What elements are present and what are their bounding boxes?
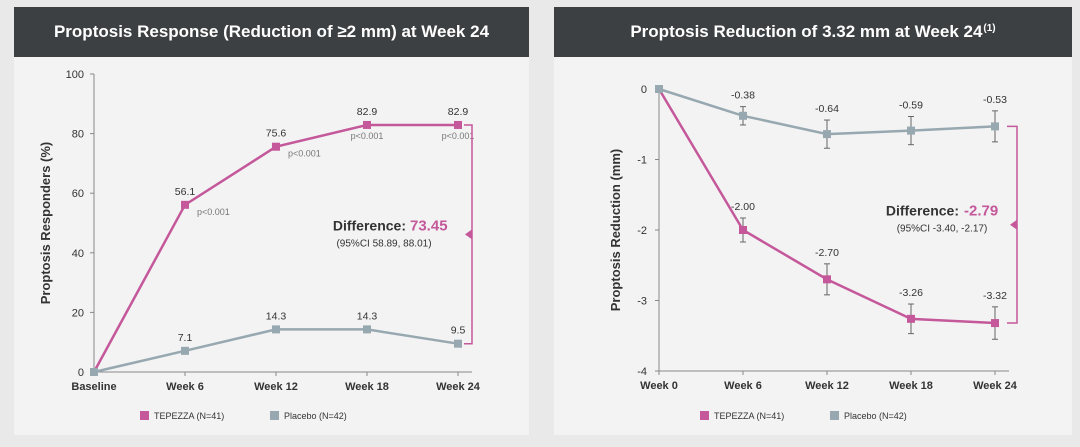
y-tick-label: -4 [637,366,647,378]
legend-tepezza-label: TEPEZZA (N=41) [154,411,224,421]
p-value-label: p<0.001 [197,207,230,217]
x-tick-label: Week 0 [640,380,678,392]
tepezza-data-point [991,319,999,328]
tepezza-data-point [454,120,462,129]
tepezza-data-label: -2.70 [815,247,839,259]
placebo-data-point [90,368,98,376]
tepezza-data-point [907,314,915,323]
y-tick-label: 40 [72,248,84,260]
y-tick-label: 100 [66,69,84,81]
y-axis-title: Proptosis Reduction (mm) [608,149,623,312]
tepezza-data-point [823,275,831,284]
x-tick-label: Week 6 [166,381,204,393]
tepezza-data-label: -3.26 [899,287,923,299]
legend-placebo-label: Placebo (N=42) [844,411,907,421]
tepezza-data-point [739,226,747,234]
x-tick-label: Week 24 [436,381,481,393]
right-plot-background [554,57,1072,435]
difference-label: Difference: [333,217,406,233]
difference-value: -2.79 [964,203,998,220]
y-axis-title: Proptosis Responders (%) [38,142,53,305]
left-responders-chart: 0 20 40 60 80 100 Baseline Week 6 Week 12 Week 18… [38,69,481,421]
x-tick-label: Week 12 [805,380,849,392]
tepezza-data-label: 56.1 [175,186,196,198]
tepezza-data-label: 82.9 [448,106,469,118]
placebo-data-point [739,111,747,120]
x-tick-label: Week 18 [889,380,933,392]
placebo-data-point [655,85,663,93]
difference-bracket-arrow [465,229,472,240]
placebo-data-point [363,325,371,334]
difference-bracket-arrow [1010,219,1017,230]
placebo-data-point [907,126,915,135]
placebo-data-label: -0.64 [815,103,839,115]
placebo-series-line [93,328,459,374]
y-tick-label: -1 [637,155,647,167]
p-value-label: p<0.001 [442,131,475,141]
x-tick-label: Week 12 [254,381,298,393]
legend-placebo-swatch [270,411,279,420]
y-tick-label: 0 [641,84,647,96]
tepezza-data-label: 82.9 [357,106,378,118]
left-chart-title-text: Proptosis Response (Reduction of ≥2 mm) … [53,22,490,41]
placebo-data-label: -0.53 [983,94,1007,106]
difference-confidence-interval: (95%CI -3.40, -2.17) [897,224,988,235]
tepezza-data-label: -3.32 [983,290,1007,302]
y-tick-label: 20 [72,307,84,319]
placebo-data-label: 7.1 [178,332,193,344]
x-tick-label: Week 24 [973,380,1018,392]
placebo-data-label: 14.3 [266,310,287,322]
placebo-data-point [272,325,280,334]
tepezza-data-label: 75.6 [266,128,287,140]
right-reduction-chart: 0 -1 -2 -3 -4 Week 0 Week 6 Week 12 Week 18 Week … [608,84,1018,421]
difference-confidence-interval: (95%CI 58.89, 88.01) [336,238,431,249]
placebo-data-point [823,130,831,139]
placebo-data-label: -0.59 [899,99,923,111]
placebo-data-point [991,122,999,131]
difference-label: Difference: [886,203,959,219]
legend-placebo-swatch [830,411,839,420]
right-chart-title-text: Proptosis Reduction of 3.32 mm at Week 2… [630,22,983,41]
legend-tepezza-swatch [700,411,709,420]
right-chart-title-footnote: (1) [983,22,996,34]
p-value-label: p<0.001 [351,131,384,141]
placebo-data-label: 14.3 [357,310,378,322]
difference-value: 73.45 [410,217,448,234]
legend-tepezza-label: TEPEZZA (N=41) [714,411,784,421]
tepezza-data-point [272,142,280,151]
left-chart-panel: Proptosis Response (Reduction of ≥2 mm) … [14,7,529,435]
placebo-data-label: 9.5 [451,325,466,337]
right-chart-title: Proptosis Reduction of 3.32 mm at Week 2… [554,7,1072,57]
x-tick-label: Week 18 [345,381,389,393]
tepezza-data-label: -2.00 [731,201,755,213]
placebo-data-label: -0.38 [731,90,755,102]
y-tick-label: 60 [72,188,84,200]
y-tick-label: -3 [637,296,647,308]
p-value-label: p<0.001 [288,149,321,159]
x-tick-label: Baseline [71,381,116,393]
tepezza-data-point [181,200,189,209]
tepezza-data-point [363,120,371,129]
legend-placebo-label: Placebo (N=42) [284,411,347,421]
x-tick-label: Week 6 [724,380,762,392]
placebo-data-point [454,339,462,348]
placebo-data-point [181,346,189,355]
y-tick-label: 0 [78,367,84,379]
right-chart-panel: Proptosis Reduction of 3.32 mm at Week 2… [554,7,1072,435]
legend-tepezza-swatch [140,411,149,420]
left-chart-title: Proptosis Response (Reduction of ≥2 mm) … [14,7,529,57]
y-tick-label: 80 [72,129,84,141]
y-tick-label: -2 [637,225,647,237]
